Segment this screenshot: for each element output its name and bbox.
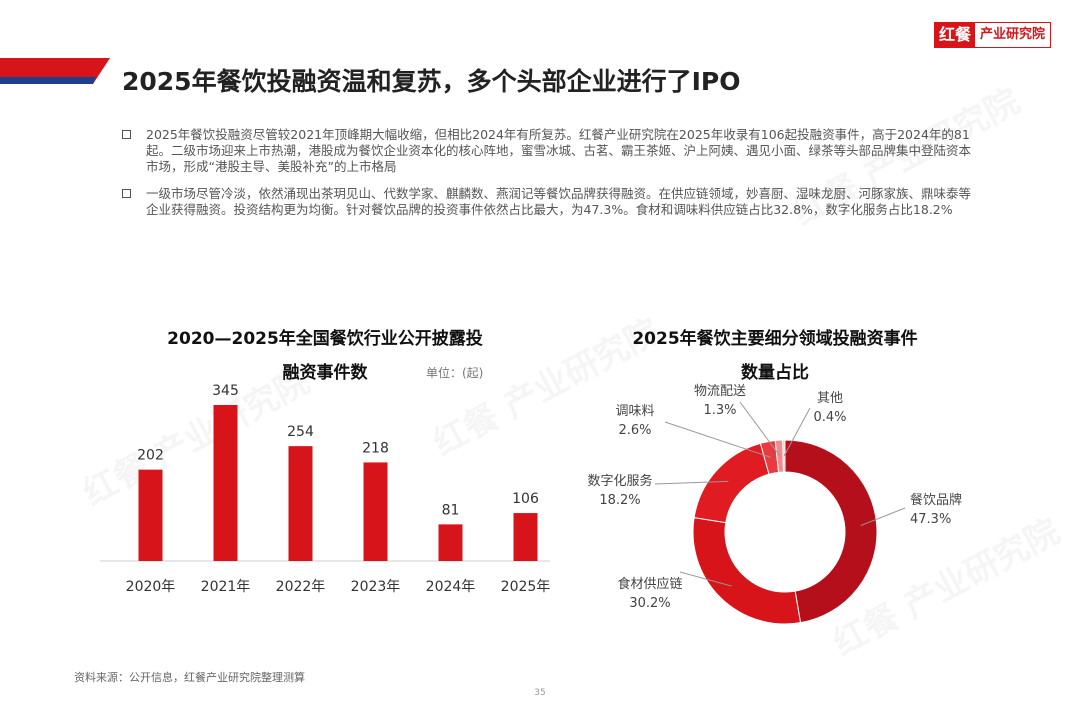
source-note: 资料来源：公开信息，红餐产业研究院整理测算 bbox=[74, 669, 305, 685]
bar bbox=[289, 446, 313, 561]
page-title: 2025年餐饮投融资温和复苏，多个头部企业进行了IPO bbox=[122, 62, 740, 98]
donut-slice bbox=[693, 518, 801, 624]
paragraph-1: 2025年餐饮投融资尽管较2021年顶峰期大幅收缩，但相比2024年有所复苏。红… bbox=[122, 127, 972, 175]
paragraph-2: 一级市场尽管冷淡，依然涌现出茶玥见山、代数学家、麒麟数、燕润记等餐饮品牌获得融资… bbox=[122, 186, 972, 218]
x-tick-label: 2022年 bbox=[276, 579, 326, 595]
bullet-square-icon bbox=[122, 189, 131, 198]
paragraph-1-text: 2025年餐饮投融资尽管较2021年顶峰期大幅收缩，但相比2024年有所复苏。红… bbox=[122, 127, 972, 175]
donut-chart-title-line-1: 2025年餐饮主要细分领域投融资事件 bbox=[585, 322, 965, 356]
x-tick-label: 2020年 bbox=[126, 579, 176, 595]
brand-logo: 红餐 产业研究院 bbox=[934, 22, 1051, 48]
paragraph-2-text: 一级市场尽管冷淡，依然涌现出茶玥见山、代数学家、麒麟数、燕润记等餐饮品牌获得融资… bbox=[122, 186, 972, 218]
donut-chart: 餐饮品牌 47.3% 食材供应链 30.2% 数字化服务 18.2% 调味料 2.6% 物流配送… bbox=[580, 370, 1000, 640]
slice-value-label: 30.2% bbox=[629, 596, 670, 611]
bar bbox=[364, 462, 388, 561]
x-tick-label: 2024年 bbox=[426, 579, 476, 595]
slice-category-label: 食材供应链 bbox=[617, 576, 682, 592]
slice-value-label: 0.4% bbox=[813, 410, 846, 425]
slice-category-label: 其他 bbox=[817, 391, 843, 406]
slice-value-label: 1.3% bbox=[703, 403, 736, 418]
bullet-square-icon bbox=[122, 130, 131, 139]
bar-value-label: 106 bbox=[512, 491, 539, 507]
slice-category-label: 数字化服务 bbox=[587, 473, 652, 489]
bar-value-label: 345 bbox=[212, 383, 239, 399]
slice-value-label: 18.2% bbox=[599, 493, 640, 508]
donut-slice bbox=[694, 443, 769, 522]
bar bbox=[439, 524, 463, 561]
x-tick-label: 2025年 bbox=[501, 579, 551, 595]
donut-slice bbox=[783, 440, 785, 472]
leader-line bbox=[665, 422, 771, 457]
bar-value-label: 202 bbox=[137, 448, 164, 464]
page-number: 35 bbox=[0, 688, 1080, 698]
bar bbox=[214, 405, 238, 561]
slice-category-label: 调味料 bbox=[615, 404, 654, 419]
slice-category-label: 餐饮品牌 bbox=[910, 492, 962, 508]
logo-mark: 红餐 bbox=[935, 23, 975, 47]
x-tick-label: 2023年 bbox=[351, 579, 401, 595]
x-tick-label: 2021年 bbox=[201, 579, 251, 595]
bar-value-label: 254 bbox=[287, 424, 314, 440]
donut-slice bbox=[785, 440, 877, 623]
logo-text: 产业研究院 bbox=[975, 23, 1050, 47]
title-banner-decoration bbox=[0, 58, 110, 84]
bar bbox=[514, 513, 538, 561]
slice-value-label: 2.6% bbox=[618, 423, 651, 438]
bar-value-label: 81 bbox=[442, 502, 460, 518]
bar-chart-unit: 单位：(起) bbox=[426, 364, 483, 381]
bar-chart-title-line-1: 2020—2025年全国餐饮行业公开披露投 bbox=[110, 322, 540, 356]
slice-category-label: 物流配送 bbox=[694, 384, 746, 399]
bar-chart: 202 2020年 345 2021年 254 2022年 218 2023年 81 2024年 1… bbox=[95, 380, 555, 610]
bar bbox=[139, 470, 163, 561]
slice-value-label: 47.3% bbox=[910, 512, 951, 527]
bar-value-label: 218 bbox=[362, 440, 389, 456]
